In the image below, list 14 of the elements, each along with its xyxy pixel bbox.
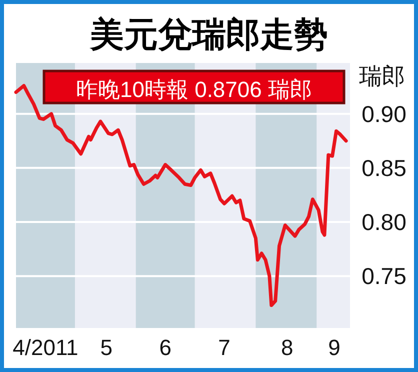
x-tick-label: 5: [100, 335, 112, 360]
x-tick-label: 9: [328, 335, 340, 360]
y-tick-label: 0.80: [362, 209, 406, 235]
y-axis-title: 瑞郎: [359, 63, 405, 89]
chart-title: 美元兌瑞郎走勢: [89, 16, 328, 54]
y-tick-label: 0.85: [362, 154, 406, 181]
y-tick-label: 0.75: [362, 263, 406, 290]
annotation-box: 昨晚10時報 0.8706 瑞郎: [42, 70, 346, 104]
x-tick-label: 8: [281, 335, 294, 360]
x-tick-label: 7: [218, 335, 230, 360]
annotation: 昨晚10時報 0.8706 瑞郎: [76, 77, 312, 102]
x-tick-label: 4/2011: [12, 335, 78, 360]
y-tick-label: 0.90: [362, 100, 406, 127]
x-tick-label: 6: [159, 335, 172, 360]
